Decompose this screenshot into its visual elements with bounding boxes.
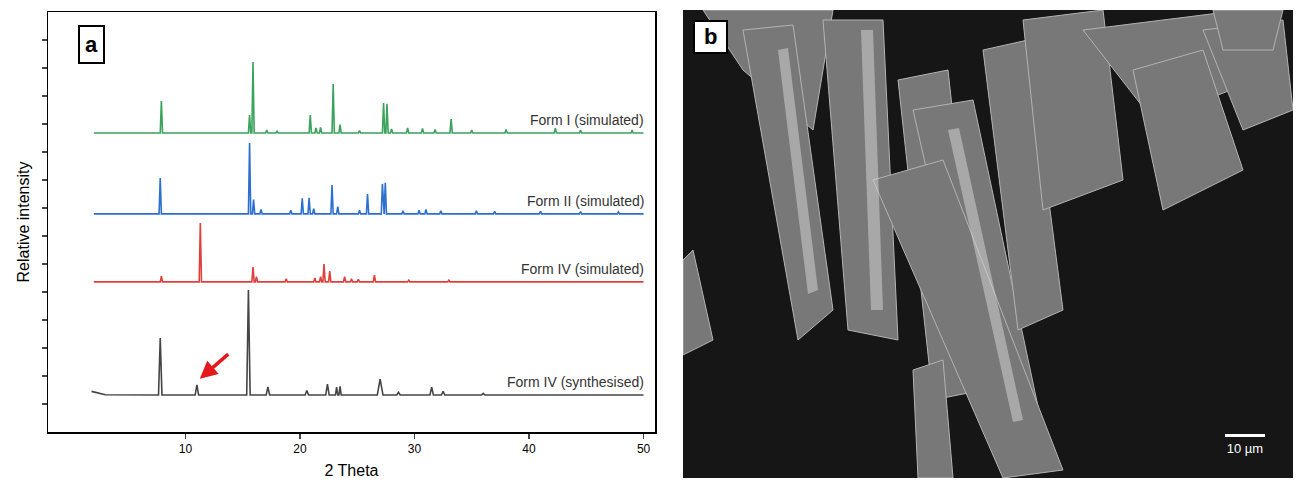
- svg-text:Form II (simulated): Form II (simulated): [527, 193, 644, 209]
- svg-text:20: 20: [293, 442, 307, 456]
- html-text:10 µm: 10 µm: [1226, 441, 1264, 456]
- svg-text:10: 10: [179, 442, 193, 456]
- svg-text:Form IV (synthesised): Form IV (synthesised): [507, 374, 644, 390]
- svg-text:30: 30: [408, 442, 422, 456]
- svg-text:40: 40: [522, 442, 536, 456]
- svg-text:Relative intensity: Relative intensity: [15, 162, 32, 283]
- svg-text:Form I (simulated): Form I (simulated): [530, 112, 644, 128]
- svg-text:a: a: [85, 32, 98, 57]
- svg-text:Form IV (simulated): Form IV (simulated): [521, 261, 644, 277]
- svg-text:50: 50: [637, 442, 651, 456]
- html-text:b: b: [704, 24, 718, 49]
- svg-text:2 Theta: 2 Theta: [325, 462, 379, 479]
